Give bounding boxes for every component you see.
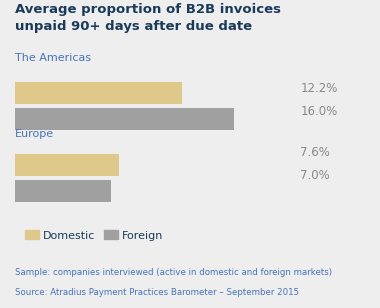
Bar — [15, 82, 182, 104]
Bar — [15, 108, 234, 130]
Bar — [15, 154, 119, 176]
Text: Average proportion of B2B invoices
unpaid 90+ days after due date: Average proportion of B2B invoices unpai… — [15, 3, 281, 33]
Text: The Americas: The Americas — [15, 53, 91, 63]
Bar — [15, 180, 111, 202]
Text: 7.0%: 7.0% — [300, 169, 330, 182]
Text: 16.0%: 16.0% — [300, 105, 337, 118]
Text: Europe: Europe — [15, 129, 54, 139]
Text: 12.2%: 12.2% — [300, 82, 337, 95]
Legend: Domestic, Foreign: Domestic, Foreign — [21, 226, 168, 245]
Text: 7.6%: 7.6% — [300, 146, 330, 159]
Text: Source: Atradius Payment Practices Barometer – September 2015: Source: Atradius Payment Practices Barom… — [15, 288, 299, 297]
Text: Sample: companies interviewed (active in domestic and foreign markets): Sample: companies interviewed (active in… — [15, 268, 332, 277]
